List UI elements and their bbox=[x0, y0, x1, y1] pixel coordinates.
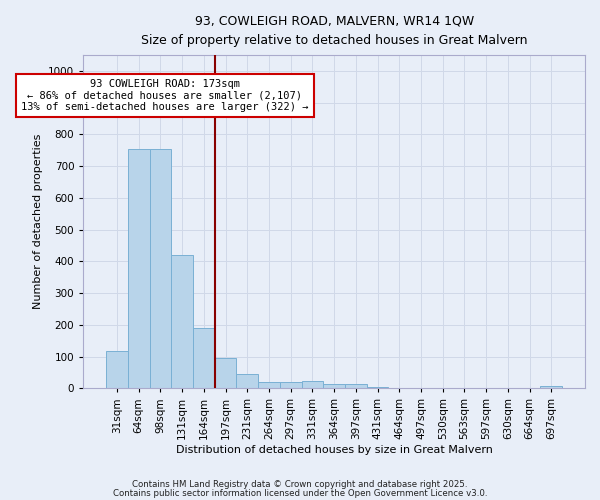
Bar bbox=[128, 148, 149, 388]
Text: Contains HM Land Registry data © Crown copyright and database right 2025.: Contains HM Land Registry data © Crown c… bbox=[132, 480, 468, 489]
Title: 93, COWLEIGH ROAD, MALVERN, WR14 1QW
Size of property relative to detached house: 93, COWLEIGH ROAD, MALVERN, WR14 1QW Siz… bbox=[141, 15, 527, 47]
Bar bbox=[258, 382, 280, 388]
Bar bbox=[302, 382, 323, 388]
Bar bbox=[280, 382, 302, 388]
Bar bbox=[323, 384, 345, 388]
Text: 93 COWLEIGH ROAD: 173sqm
← 86% of detached houses are smaller (2,107)
13% of sem: 93 COWLEIGH ROAD: 173sqm ← 86% of detach… bbox=[21, 79, 308, 112]
Bar bbox=[171, 255, 193, 388]
Y-axis label: Number of detached properties: Number of detached properties bbox=[32, 134, 43, 310]
Bar bbox=[149, 148, 171, 388]
Bar bbox=[215, 358, 236, 388]
X-axis label: Distribution of detached houses by size in Great Malvern: Distribution of detached houses by size … bbox=[176, 445, 493, 455]
Bar bbox=[345, 384, 367, 388]
Bar bbox=[367, 386, 388, 388]
Bar bbox=[193, 328, 215, 388]
Bar bbox=[106, 351, 128, 389]
Bar bbox=[541, 386, 562, 388]
Text: Contains public sector information licensed under the Open Government Licence v3: Contains public sector information licen… bbox=[113, 488, 487, 498]
Bar bbox=[236, 374, 258, 388]
